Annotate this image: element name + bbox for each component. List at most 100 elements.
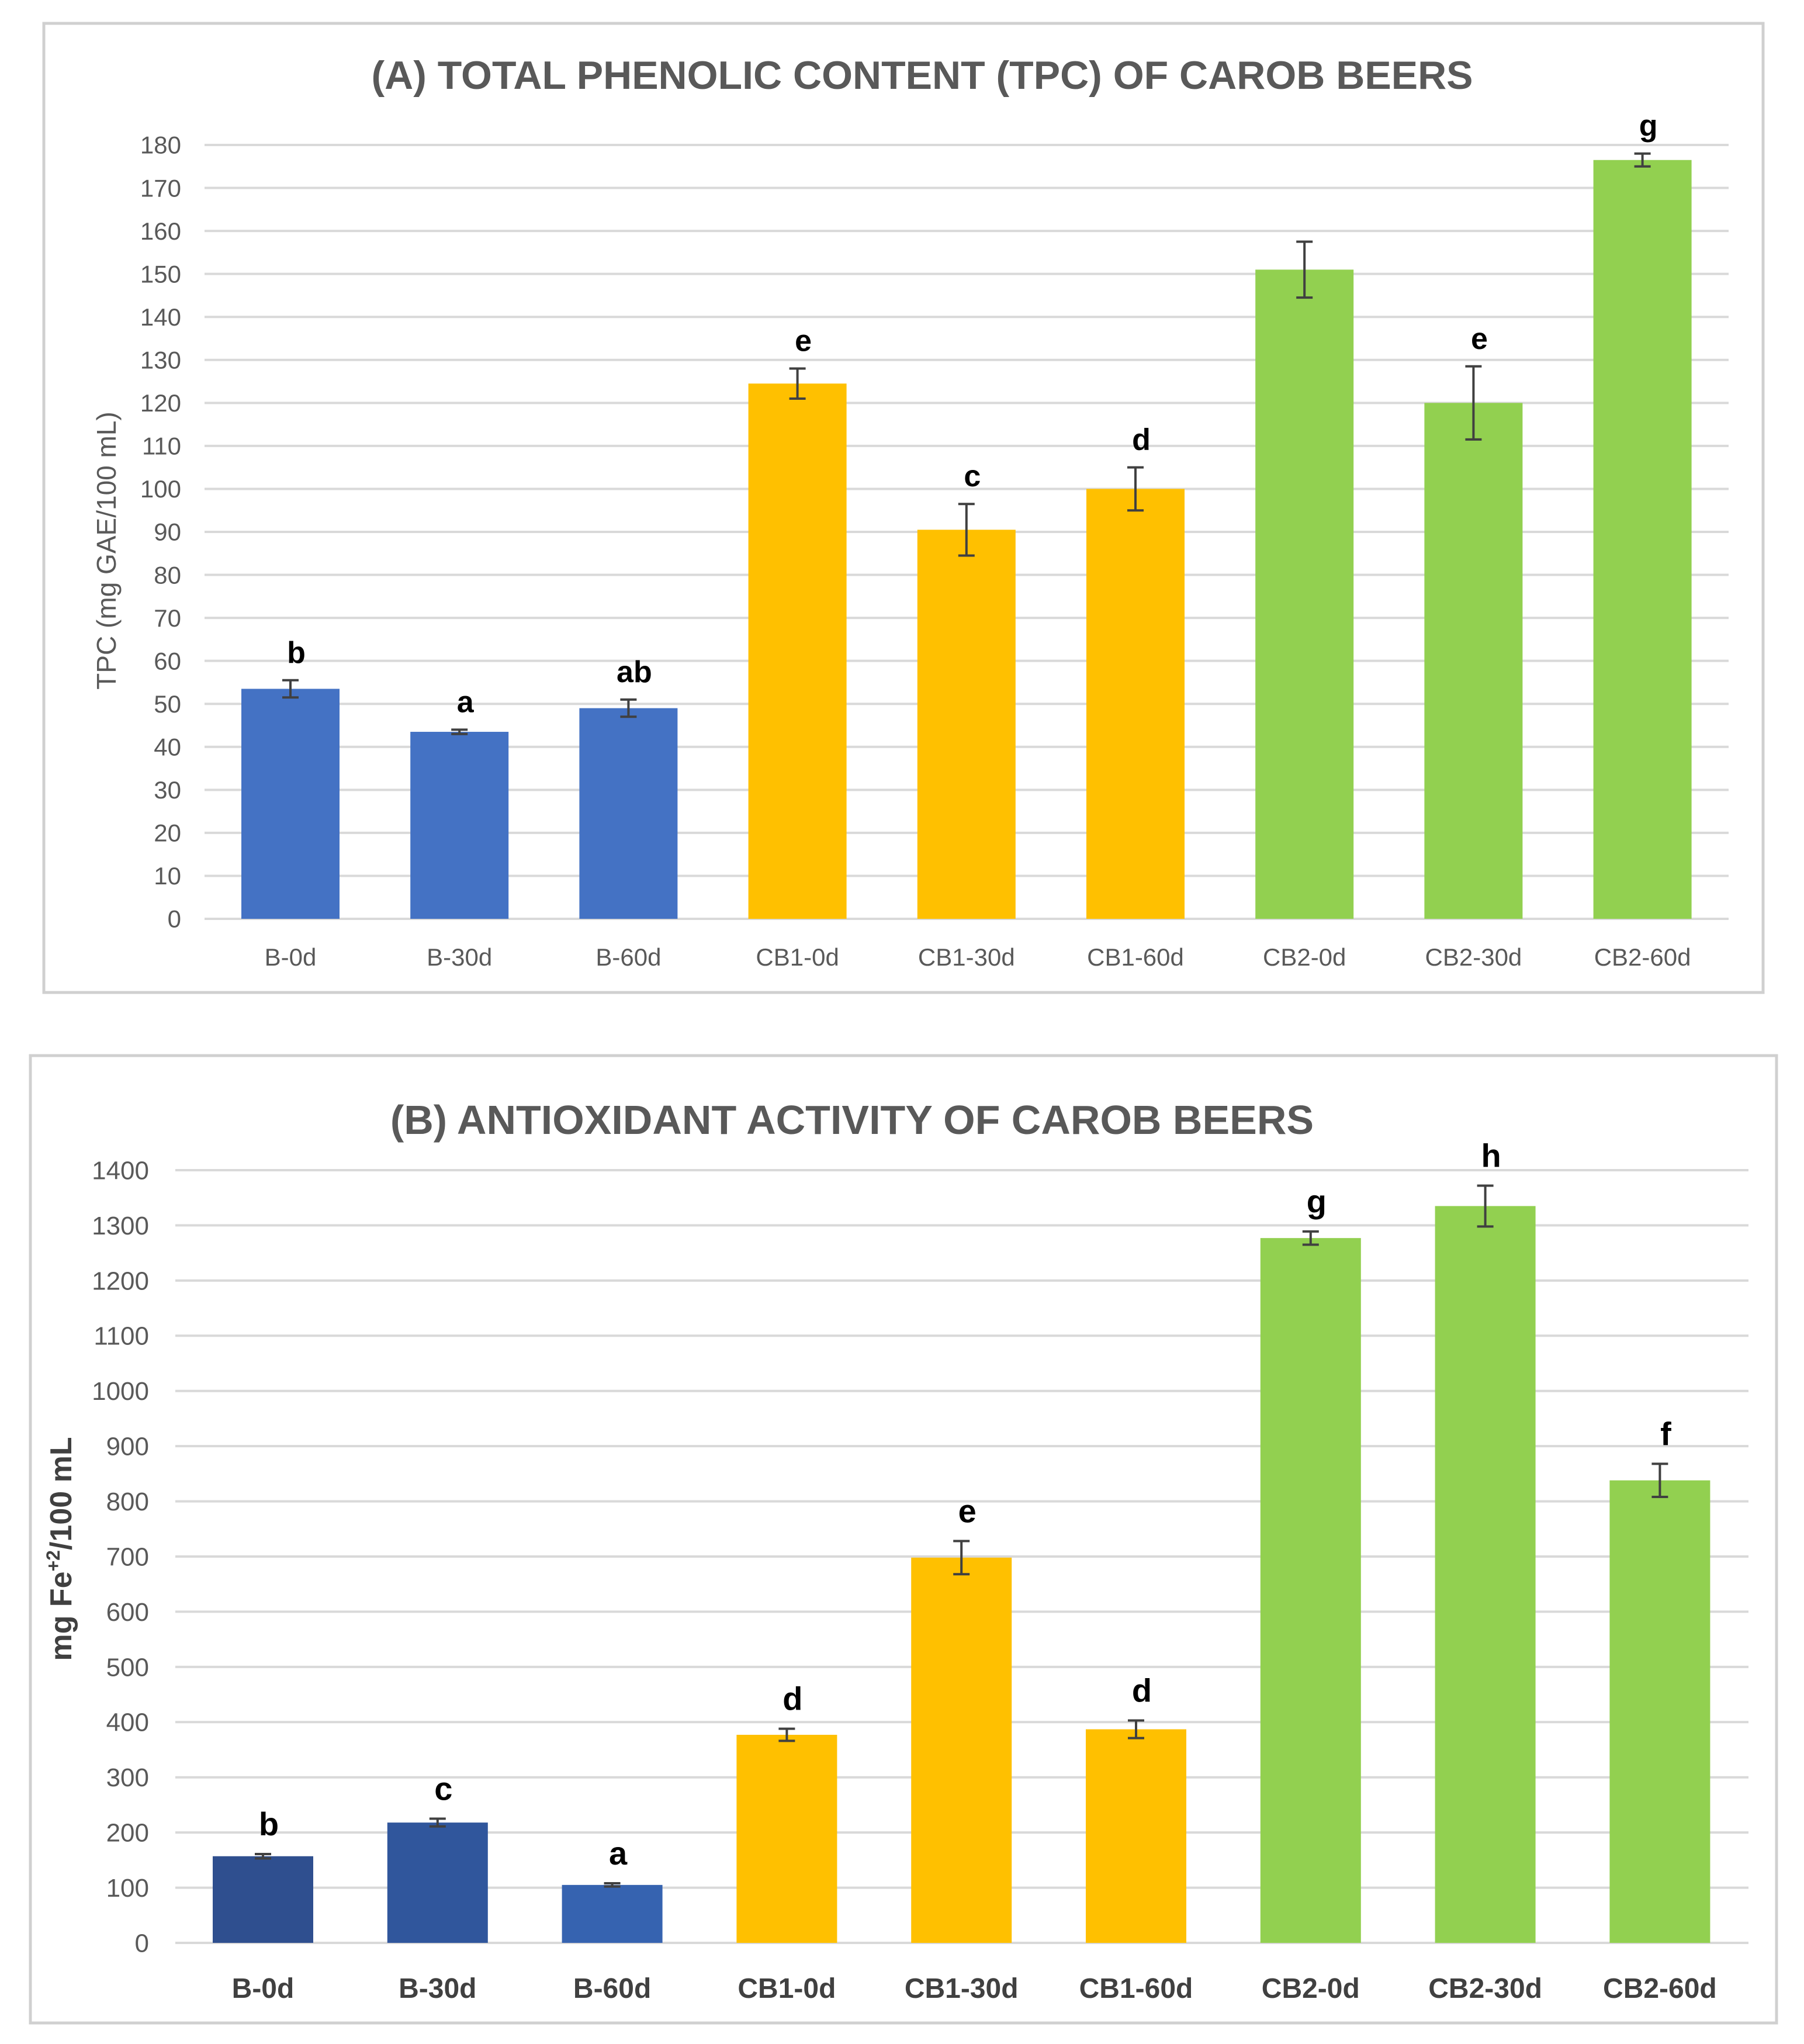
chart-a-bar bbox=[1255, 269, 1354, 919]
chart-b-y-tick-label: 1200 bbox=[92, 1267, 149, 1295]
chart-a-y-tick-label: 170 bbox=[140, 174, 181, 202]
chart-b-significance-label: d bbox=[1132, 1672, 1152, 1708]
chart-a-category-label: CB2-0d bbox=[1263, 943, 1346, 971]
chart-a-category-label: B-30d bbox=[427, 943, 492, 971]
chart-b-y-label-tail: /100 mL bbox=[44, 1437, 78, 1550]
chart-a-y-tick-label: 40 bbox=[154, 733, 181, 760]
chart-a-significance-label: d bbox=[1132, 423, 1151, 457]
chart-b-y-ticks: 0 100 200 300 400 500 600 700 800 900 1000 1100 1200… bbox=[92, 1156, 149, 1957]
chart-b-y-tick-label: 700 bbox=[106, 1542, 149, 1571]
chart-b-y-tick-label: 200 bbox=[106, 1819, 149, 1848]
chart-a-y-tick-label: 140 bbox=[140, 303, 181, 331]
chart-a-bar bbox=[241, 689, 340, 919]
chart-b-category-label: B-60d bbox=[573, 1973, 651, 2004]
chart-b-title: (B) ANTIOXIDANT ACTIVITY OF CAROB BEERS bbox=[390, 1097, 1314, 1143]
chart-a-significance-label: a bbox=[457, 685, 475, 719]
chart-b-bar bbox=[562, 1884, 663, 1943]
chart-a-y-tick-label: 0 bbox=[168, 905, 181, 933]
chart-b-category-label: CB1-30d bbox=[905, 1973, 1019, 2004]
chart-a-y-tick-label: 130 bbox=[140, 346, 181, 373]
chart-b-y-tick-label: 900 bbox=[106, 1433, 149, 1461]
chart-a-y-axis-label: TPC (mg GAE/100 mL) bbox=[91, 411, 122, 689]
chart-b-y-tick-label: 400 bbox=[106, 1708, 149, 1737]
chart-a-y-tick-label: 110 bbox=[142, 433, 181, 460]
chart-a-significance-label: c bbox=[964, 459, 981, 493]
chart-a-y-tick-label: 180 bbox=[140, 132, 181, 159]
chart-a-y-tick-label: 20 bbox=[154, 819, 181, 847]
chart-b-category-label: B-30d bbox=[399, 1973, 476, 2004]
chart-b-category-label: CB1-60d bbox=[1079, 1973, 1193, 2004]
chart-a-y-tick-label: 10 bbox=[154, 862, 181, 890]
chart-b-y-tick-label: 1000 bbox=[92, 1377, 149, 1406]
chart-b-y-tick-label: 500 bbox=[106, 1653, 149, 1682]
chart-b-significance-labels: b c a d e d g h f bbox=[259, 1137, 1671, 1872]
chart-a-significance-label: b bbox=[287, 636, 306, 670]
chart-b-y-tick-label: 1400 bbox=[92, 1156, 149, 1185]
chart-b-bar bbox=[387, 1822, 488, 1943]
chart-a-bar bbox=[579, 708, 678, 919]
chart-a-category-label: CB1-30d bbox=[918, 943, 1015, 971]
chart-b-bar bbox=[736, 1735, 837, 1943]
chart-a-y-tick-label: 90 bbox=[154, 518, 181, 546]
chart-b-bar bbox=[213, 1856, 313, 1943]
chart-b-category-label: CB1-0d bbox=[737, 1973, 836, 2004]
chart-b-category-label: B-0d bbox=[232, 1973, 295, 2004]
chart-a-bar bbox=[748, 383, 847, 919]
chart-a-y-tick-label: 80 bbox=[154, 561, 181, 589]
chart-a-x-categories: B-0d B-30d B-60d CB1-0d CB1-30d CB1-60d CB2-0d… bbox=[265, 943, 1691, 971]
chart-b-y-tick-label: 600 bbox=[106, 1598, 149, 1627]
chart-a-title: (A) TOTAL PHENOLIC CONTENT (TPC) OF CARO… bbox=[371, 53, 1473, 98]
chart-a-significance-label: g bbox=[1639, 109, 1658, 143]
chart-a-error-bars bbox=[282, 152, 1651, 735]
chart-b-x-categories: B-0d B-30d B-60d CB1-0d CB1-30d CB1-60d CB2-0d… bbox=[232, 1973, 1717, 2004]
chart-b-significance-label: h bbox=[1481, 1137, 1501, 1174]
chart-a-bar bbox=[1593, 160, 1692, 919]
chart-b-category-label: CB2-30d bbox=[1428, 1973, 1542, 2004]
chart-a-y-tick-label: 100 bbox=[140, 475, 181, 503]
chart-b-significance-label: f bbox=[1660, 1415, 1671, 1452]
chart-a-y-tick-label: 60 bbox=[154, 647, 181, 675]
chart-a-y-tick-label: 160 bbox=[140, 217, 181, 245]
chart-b-category-label: CB2-60d bbox=[1603, 1973, 1717, 2004]
chart-b-y-tick-label: 0 bbox=[135, 1929, 149, 1957]
chart-a-significance-labels: b a ab e c d e g bbox=[287, 109, 1657, 720]
chart-b-significance-label: g bbox=[1307, 1183, 1327, 1220]
chart-a-y-tick-label: 150 bbox=[140, 260, 181, 288]
chart-b-significance-label: d bbox=[782, 1680, 802, 1717]
chart-b-bar bbox=[1086, 1729, 1186, 1943]
chart-b-bar bbox=[911, 1557, 1012, 1943]
chart-b-error-bars bbox=[255, 1184, 1668, 1888]
chart-a-y-ticks: 0 10 20 30 40 50 60 70 80 90 100 110 120 130 140 150 160… bbox=[140, 132, 181, 933]
chart-a-bar bbox=[917, 530, 1016, 919]
chart-a-y-tick-label: 120 bbox=[140, 389, 181, 417]
chart-a-category-label: CB1-60d bbox=[1087, 943, 1184, 971]
chart-b-y-tick-label: 1300 bbox=[92, 1212, 149, 1240]
chart-a-significance-label: e bbox=[1471, 322, 1488, 356]
chart-a: (A) TOTAL PHENOLIC CONTENT (TPC) OF CARO… bbox=[42, 22, 1765, 994]
chart-b-y-tick-label: 300 bbox=[106, 1763, 149, 1792]
chart-b: (B) ANTIOXIDANT ACTIVITY OF CAROB BEERS … bbox=[29, 1054, 1778, 2025]
chart-b-significance-label: a bbox=[609, 1835, 628, 1872]
chart-b-bar bbox=[1435, 1206, 1536, 1943]
chart-b-category-label: CB2-0d bbox=[1262, 1973, 1360, 2004]
chart-b-significance-label: c bbox=[434, 1770, 452, 1807]
chart-a-y-tick-label: 70 bbox=[154, 604, 181, 632]
chart-a-category-label: B-60d bbox=[595, 943, 661, 971]
chart-a-y-tick-label: 50 bbox=[154, 690, 181, 718]
chart-a-bar bbox=[1424, 403, 1523, 919]
chart-a-y-tick-label: 30 bbox=[154, 776, 181, 804]
chart-b-y-tick-label: 800 bbox=[106, 1488, 149, 1516]
chart-b-significance-label: e bbox=[958, 1493, 977, 1530]
chart-a-significance-label: e bbox=[795, 324, 812, 358]
chart-b-y-label-main: mg Fe bbox=[44, 1572, 78, 1661]
chart-a-category-label: B-0d bbox=[265, 943, 317, 971]
chart-b-y-label-superscript: +2 bbox=[43, 1550, 64, 1571]
chart-b-y-tick-label: 100 bbox=[106, 1874, 149, 1903]
chart-a-category-label: CB1-0d bbox=[756, 943, 839, 971]
chart-b-bar bbox=[1609, 1480, 1710, 1943]
chart-b-bars bbox=[213, 1206, 1710, 1943]
chart-b-bar bbox=[1260, 1238, 1361, 1943]
chart-b-y-tick-label: 1100 bbox=[94, 1322, 149, 1351]
chart-a-category-label: CB2-60d bbox=[1594, 943, 1691, 971]
